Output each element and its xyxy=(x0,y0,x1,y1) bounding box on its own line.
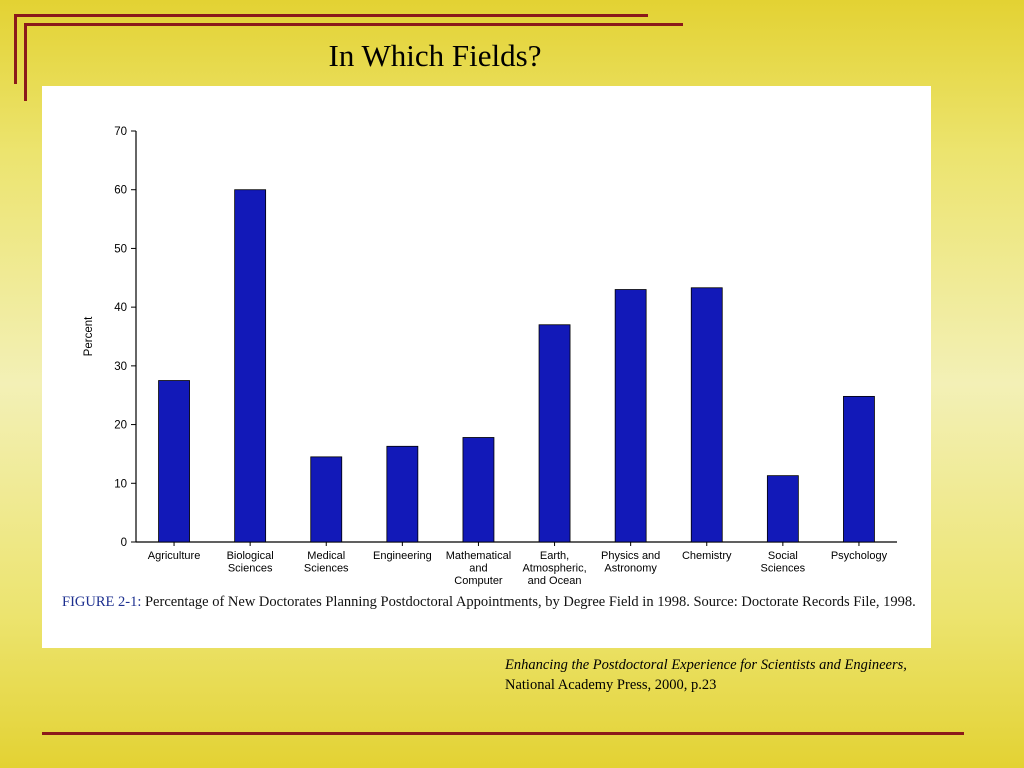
source-citation: Enhancing the Postdoctoral Experience fo… xyxy=(505,656,1005,695)
figure-panel: 0 10 20 30 40 50 60 70 Percent Agriculture Biologi… xyxy=(42,86,931,648)
bar xyxy=(538,324,571,543)
x-tick-label: Agriculture xyxy=(148,550,201,562)
left-decor-line-1 xyxy=(14,14,17,84)
bar xyxy=(462,437,495,543)
y-tick-label: 20 xyxy=(114,420,127,432)
x-tick-label: Sciences xyxy=(228,563,273,575)
y-axis-label: Percent xyxy=(83,316,95,356)
x-tick-label: Medical xyxy=(307,550,345,562)
figure-caption-label: FIGURE 2-1: xyxy=(62,594,142,610)
bar xyxy=(843,395,875,543)
x-tick-label: and Ocean xyxy=(528,575,582,587)
citation-title: Enhancing the Postdoctoral Experience fo… xyxy=(505,657,907,673)
x-tick-label: Sciences xyxy=(761,563,806,575)
bottom-decor-line xyxy=(42,732,964,735)
bar xyxy=(614,289,647,543)
figure-caption: FIGURE 2-1: Percentage of New Doctorates… xyxy=(62,594,922,611)
y-tick-label: 60 xyxy=(114,185,127,197)
x-tick-label: Biological xyxy=(227,550,274,562)
x-tick-label: Mathematical xyxy=(446,550,511,562)
bar-chart: 0 10 20 30 40 50 60 70 Percent Agriculture Biologi… xyxy=(83,126,897,587)
bar xyxy=(766,475,799,543)
bar xyxy=(386,445,419,543)
y-tick-label: 10 xyxy=(114,478,127,490)
x-tick-label: Atmospheric, xyxy=(522,563,586,575)
x-tick-label: Computer xyxy=(454,575,503,587)
x-tick-label: Engineering xyxy=(373,550,432,562)
x-tick-label: and xyxy=(469,563,487,575)
citation-publisher: National Academy Press, 2000, p.23 xyxy=(505,676,717,693)
top-decor-line-2 xyxy=(24,23,683,26)
y-tick-label: 40 xyxy=(114,302,127,314)
y-tick-label: 0 xyxy=(121,537,127,549)
y-tick-label: 50 xyxy=(114,243,127,255)
y-tick-label: 70 xyxy=(114,126,127,138)
y-tick-label: 30 xyxy=(114,361,127,373)
x-tick-label: Earth, xyxy=(540,550,569,562)
bar xyxy=(234,189,267,543)
x-tick-label: Psychology xyxy=(831,550,888,562)
top-decor-line-1 xyxy=(14,14,648,17)
bar xyxy=(158,380,190,543)
slide-title: In Which Fields? xyxy=(328,38,542,73)
figure-caption-text: Percentage of New Doctorates Planning Po… xyxy=(144,594,916,610)
bar xyxy=(310,456,343,543)
x-tick-label: Astronomy xyxy=(604,563,657,575)
x-tick-label: Chemistry xyxy=(682,550,732,562)
left-decor-line-2 xyxy=(24,23,27,101)
x-tick-label: Social xyxy=(768,550,798,562)
bar xyxy=(690,287,723,543)
x-tick-label: Sciences xyxy=(304,563,349,575)
x-tick-label: Physics and xyxy=(601,550,660,562)
